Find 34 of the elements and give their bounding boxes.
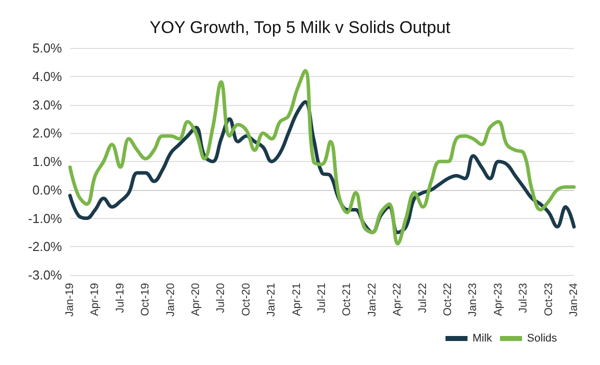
y-tick-label: 4.0% [32,68,62,84]
x-tick-label: Oct-23 [542,283,555,316]
legend-label: Milk [472,332,493,344]
x-tick-label: Apr-20 [190,283,202,316]
x-tick-label: Jan-21 [266,283,278,317]
y-tick-label: 1.0% [32,154,62,169]
x-tick-label: Oct-19 [140,283,152,316]
chart-title: YOY Growth, Top 5 Milk v Solids Output [150,18,451,37]
x-tick-label: Jul-19 [114,283,126,313]
x-tick-label: Apr-19 [89,283,102,316]
y-tick-label: -1.0% [28,210,62,226]
legend-label: Solids [527,332,558,344]
x-tick-label: Oct-20 [240,283,252,316]
y-tick-label: 3.0% [32,97,62,112]
y-tick-label: 5.0% [32,40,62,56]
x-tick-label: Apr-22 [392,283,404,316]
x-tick-label: Jan-19 [64,283,76,317]
x-tick-label: Oct-21 [341,283,354,316]
x-tick-label: Jan-23 [467,283,480,317]
x-tick-label: Jan-22 [366,283,378,317]
x-tick-label: Jul-21 [316,283,328,313]
x-tick-label: Jul-22 [416,283,429,313]
x-tick-label: Jan-20 [164,283,177,317]
x-tick-label: Oct-22 [442,283,454,316]
x-tick-label: Apr-21 [290,283,303,316]
y-tick-label: -2.0% [28,239,62,254]
x-tick-label: Jan-24 [568,283,580,317]
x-tick-label: Jul-23 [518,283,530,313]
x-tick-label: Apr-23 [492,283,504,316]
y-tick-label: -3.0% [28,268,62,282]
y-tick-label: 0.0% [32,182,62,198]
x-tick-label: Jul-20 [215,283,228,313]
line-series [68,68,576,246]
y-tick-label: 2.0% [32,126,62,141]
